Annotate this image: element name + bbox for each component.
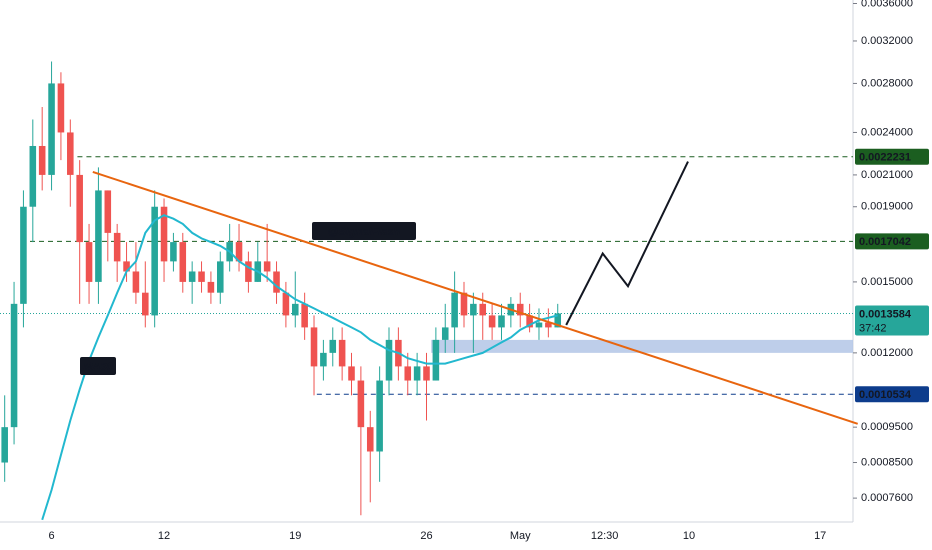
candle-body [413,366,421,381]
candle-body [95,190,102,282]
candle-body [76,174,83,243]
x-tick-label: 6 [48,530,54,542]
candle-body [526,315,533,328]
projection-path [565,161,689,326]
x-tick-label: 10 [683,530,695,542]
last-price-label: 0.0013584 [859,308,912,320]
candle-body [113,232,121,262]
candle-body [545,322,552,328]
candle-body [366,427,374,452]
candle-body [554,313,562,328]
candle-body [160,206,168,262]
candle-body [423,366,430,381]
annotation-box [312,222,416,240]
candle-body [179,242,187,282]
x-tick-label: 19 [289,530,301,542]
level-label: 0.0010534 [859,389,912,401]
candle-body [151,206,158,316]
candle-body [170,242,177,262]
x-tick-label: 17 [814,530,826,542]
level-label: 0.0017042 [859,236,911,248]
candle-body [282,292,290,316]
annotation: MA50 [83,361,113,373]
candle-body [291,303,299,316]
candle-body [441,327,449,340]
annotation: @SignalFlash [328,226,401,238]
x-tick-label: May [510,530,531,542]
candle-body [188,271,196,282]
candle-body [516,303,524,316]
candle-body [132,271,140,293]
y-tick-label: 0.0012000 [861,347,913,359]
candle-body [329,339,337,353]
y-tick-label: 0.0032000 [861,35,913,47]
candle-body [198,271,205,282]
y-tick-label: 0.0028000 [861,77,913,89]
candle-body [48,83,55,175]
candle-body [385,339,393,381]
candle-body [85,242,93,282]
candle-body [235,242,243,262]
y-tick-label: 0.0024000 [861,126,913,138]
candle-body [535,322,543,328]
candle-body [432,339,440,381]
candle-body [263,261,271,272]
candle-body [207,281,215,293]
candle-body [348,366,355,381]
candle-body [67,132,74,175]
candle-body [57,83,65,133]
y-tick-label: 0.0036000 [861,0,913,9]
candle-body [460,292,468,316]
support-zone [431,339,853,353]
candle-body [20,206,27,304]
level-label-box [855,386,929,403]
candle-body [310,327,318,367]
candle-body [273,271,280,293]
candle-body [357,380,365,428]
candle-body [301,303,308,328]
candle-body [376,380,383,452]
x-tick-label: 12 [158,530,170,542]
candle-body [216,261,224,293]
y-tick-label: 0.0021000 [861,169,913,181]
annotation-box [80,357,116,375]
x-tick-label: 12:30 [591,530,619,542]
candle-body [451,292,458,328]
candle-body [338,339,346,367]
y-tick-label: 0.0009500 [861,421,913,433]
y-tick-label: 0.0019000 [861,201,913,213]
level-label-box [855,233,929,250]
candle-body [10,303,18,428]
countdown-label: 37:42 [859,322,887,334]
candle-body [404,366,412,381]
candle-body [498,315,505,328]
x-tick-label: 26 [420,530,432,542]
candle-body [38,145,46,175]
candle-body [104,190,112,233]
candle-body [245,261,252,282]
y-tick-label: 0.0015000 [861,276,913,288]
trendline [92,170,859,425]
candle-body [470,303,477,316]
last-price-box [855,305,929,336]
candle-body [142,292,149,316]
ma-line [41,214,558,521]
candle-body [488,315,496,328]
candle-body [1,427,8,463]
candle-body [123,261,130,272]
level-label: 0.0022231 [859,152,911,164]
y-tick-label: 0.0007600 [861,492,913,504]
y-tick-label: 0.0008500 [861,456,913,468]
candle-body [29,145,37,207]
candle-body [479,303,487,316]
candle-body [320,352,327,367]
level-label-box [855,148,929,165]
